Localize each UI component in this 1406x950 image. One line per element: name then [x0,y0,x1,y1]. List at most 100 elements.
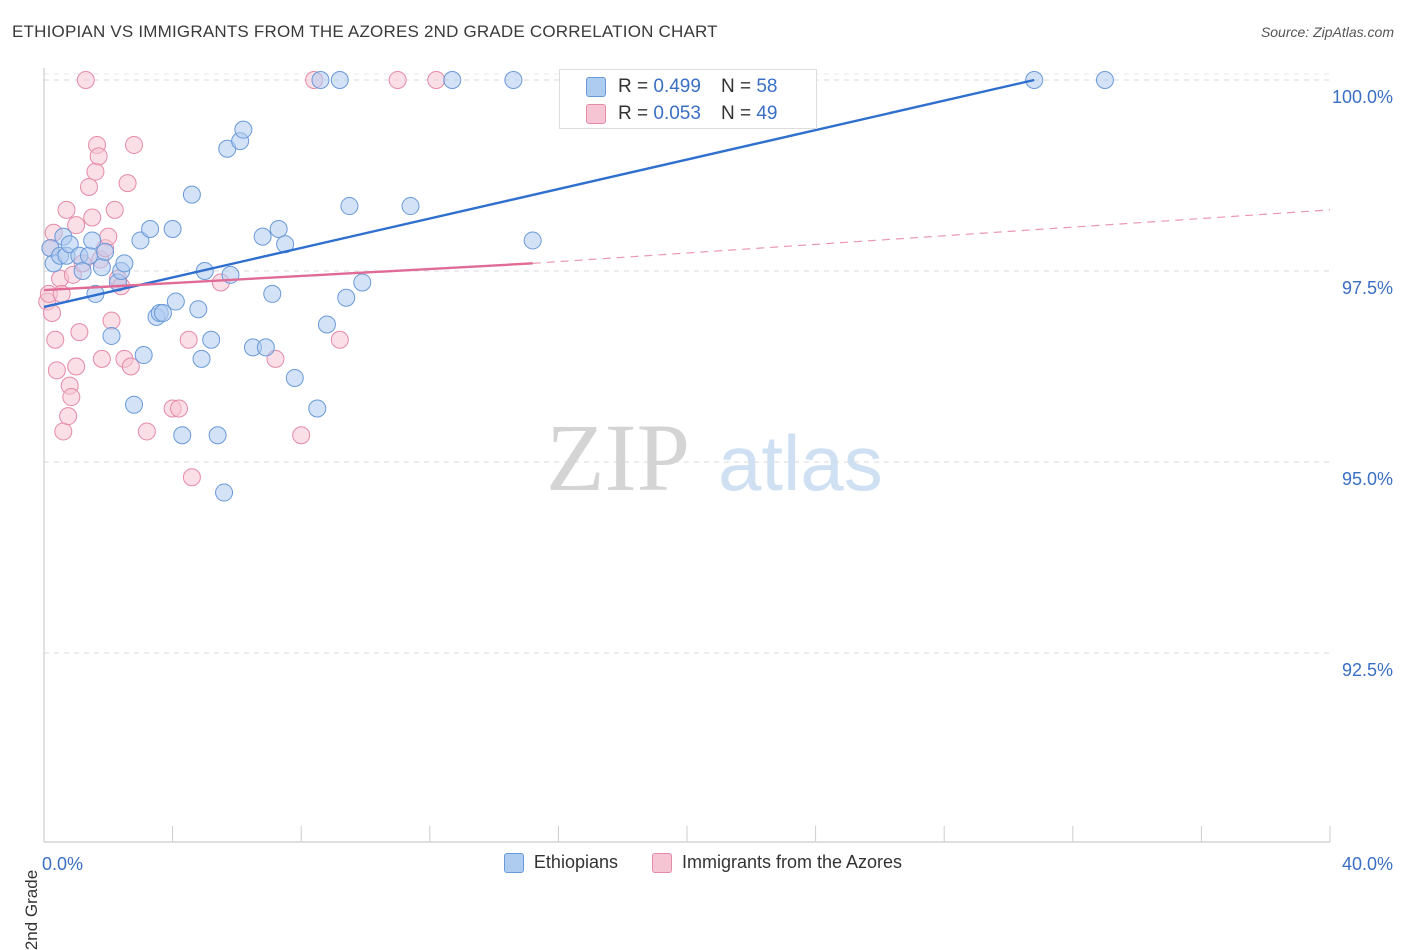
series-legend: Ethiopians Immigrants from the Azores [0,852,1406,873]
ethiopians-point [173,426,192,445]
azores-point [118,174,137,193]
ethiopians-point [202,330,221,349]
ethiopians-point [163,219,182,238]
tick-labels: 100.0% 97.5% 95.0% 92.5% 0.0% 40.0% [42,87,1393,874]
ethiopians-point [269,219,288,238]
azores-point [80,177,99,196]
ethiopians-point [353,273,372,292]
legend-row-azores: R = 0.053 N = 49 [560,101,777,127]
ethiopians-point [256,338,275,357]
axes [43,68,1331,843]
azores-point [67,357,86,376]
ethiopians-point [182,185,201,204]
azores-point [62,388,81,407]
ethiopians-trend-line [43,78,1035,309]
y-tick-label: 95.0% [1342,469,1393,489]
legend-item-azores[interactable]: Immigrants from the Azores [651,852,903,873]
ethiopians-point [263,284,282,303]
ethiopians-point [317,315,336,334]
azores-point [46,330,65,349]
y-tick-label: 100.0% [1332,87,1393,107]
azores-point [67,216,86,235]
azores-point [121,357,140,376]
legend-n-label: N = [720,103,752,124]
y-axis-label: 2nd Grade [22,869,42,950]
ethiopians-point [311,71,330,89]
ethiopians-point [60,235,79,254]
y-tick-label: 92.5% [1342,660,1393,680]
azores-point [125,135,144,154]
legend-r-value: 0.499 [653,76,701,97]
ethiopians-point [115,254,134,273]
legend-row-ethiopians: R = 0.499 N = 58 [560,74,777,100]
legend-n-value: 58 [756,76,778,97]
azores-point [427,71,446,89]
legend-r-label: R = [618,103,649,124]
azores-point [57,200,76,219]
ethiopians-point [523,231,542,250]
azores-trend-line [43,262,533,292]
legend-r-label: R = [618,76,649,97]
ethiopians-point [337,288,356,307]
azores-point [388,71,407,89]
legend-n-label: N = [720,76,752,97]
legend-swatch-blue [586,77,606,97]
azores-point [266,349,285,368]
legend-r-value: 0.053 [653,103,701,124]
scatter-chart: ZIP atlas 100.0% 97.5% 95.0% 92.5% 0.0% 40.0% [38,68,1393,874]
ethiopians-point [504,71,523,89]
ethiopians-point [330,71,349,89]
legend-swatch-pink [651,852,672,873]
azores-point [105,200,124,219]
watermark-zip: ZIP [546,404,690,511]
ethiopians-point [285,368,304,387]
azores-point [102,311,121,330]
azores-point [83,208,102,227]
ethiopians-point [340,197,359,216]
legend-swatch-pink [586,104,606,124]
azores-point [76,71,95,89]
ethiopians-point [234,120,253,139]
legend-n-value: 49 [756,103,778,124]
watermark-atlas: atlas [718,419,883,507]
azores-point [292,426,311,445]
ethiopians-point [308,399,327,418]
x-tick-label: 0.0% [42,854,83,874]
legend-item-ethiopians[interactable]: Ethiopians [503,852,618,873]
ethiopians-point [215,483,234,502]
ethiopians-point [166,292,185,311]
ethiopians-point [131,231,150,250]
azores-point [170,399,189,418]
chart-title: ETHIOPIAN VS IMMIGRANTS FROM THE AZORES … [12,22,718,41]
gridlines [44,73,1330,654]
ethiopians-point [73,262,92,280]
ethiopians-point [83,231,102,250]
legend-label-ethiopians: Ethiopians [533,852,618,872]
azores-point [92,349,111,368]
azores-trend-extension [532,209,1331,264]
ethiopians-point [1095,71,1114,89]
azores-point [54,422,73,441]
azores-point [137,422,156,441]
source-label: Source: ZipAtlas.com [1260,24,1394,40]
ethiopians-point [208,426,227,445]
trend-lines [43,78,1331,309]
ethiopians-point [96,242,115,261]
ethiopians-point [401,197,420,216]
azores-point [70,323,89,342]
azores-point [59,407,78,426]
watermark: ZIP atlas [546,404,883,511]
legend-swatch-blue [503,852,524,873]
azores-point [330,330,349,349]
ethiopians-point [134,346,153,365]
azores-point [99,227,118,246]
azores-point [182,468,201,487]
ethiopians-point [153,304,172,323]
correlation-legend: R = 0.499 N = 58 R = 0.053 N = 49 [559,69,817,129]
ethiopians-point [102,326,121,345]
azores-point [86,162,105,181]
legend-label-azores: Immigrants from the Azores [681,852,903,872]
ethiopians-point [253,227,272,246]
y-tick-label: 97.5% [1342,278,1393,298]
azores-point [179,330,198,349]
